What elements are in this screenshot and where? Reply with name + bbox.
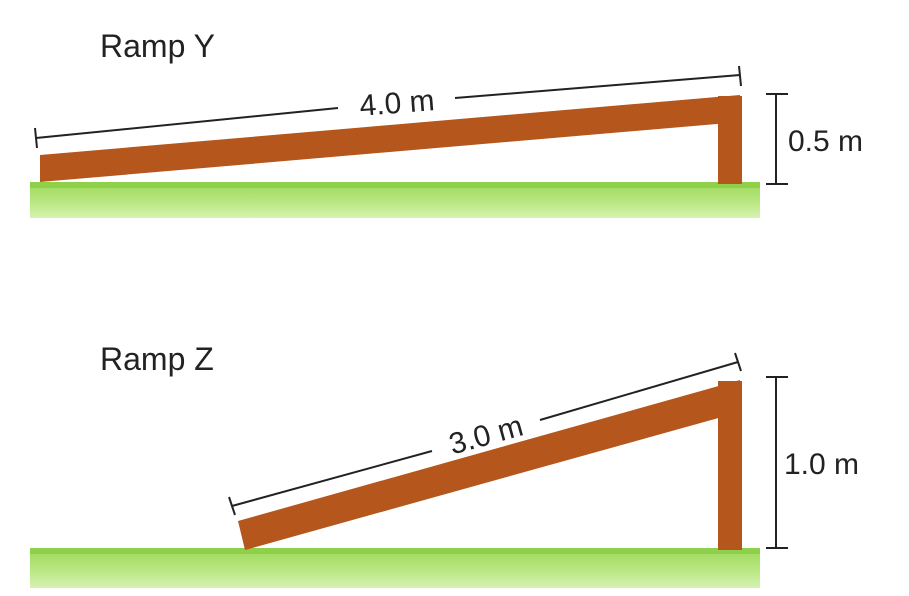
ramp-y-height-label: 0.5 m (788, 125, 863, 158)
ramp-z-length-tick-right (734, 352, 742, 372)
ramp-z-ground (30, 548, 760, 588)
ramp-z-board (238, 380, 740, 550)
ramp-y-length-line-left (35, 107, 339, 139)
ramp-y-board (40, 95, 740, 182)
ramp-z-group: Ramp Z 3.0 m 1.0 m (30, 341, 859, 588)
ramp-y-height-dimension: 0.5 m (766, 93, 863, 185)
ramp-y-title: Ramp Y (100, 28, 215, 64)
ramp-y-support (718, 96, 742, 184)
ramp-y-length-label: 4.0 m (358, 84, 435, 123)
ramp-y-length-dimension: 4.0 m (34, 65, 742, 149)
ramp-z-height-label: 1.0 m (784, 448, 859, 481)
ramp-y-length-line-right (454, 74, 741, 99)
ramp-z-support (718, 381, 742, 550)
ramp-z-length-dimension: 3.0 m (228, 352, 742, 516)
ramp-z-title: Ramp Z (100, 341, 214, 377)
ramp-z-ground-edge (30, 548, 760, 554)
ramp-y-ground-edge (30, 182, 760, 188)
ramp-y-length-tick-left (34, 127, 38, 149)
ramp-y-group: Ramp Y 4.0 m 0.5 m (30, 28, 863, 218)
ramp-z-length-line-right (539, 361, 739, 421)
ramp-z-length-line-left (231, 450, 433, 507)
ramp-z-length-tick-left (228, 496, 236, 516)
ramp-z-height-dimension: 1.0 m (766, 376, 859, 549)
ramp-y-length-tick-right (738, 65, 742, 87)
